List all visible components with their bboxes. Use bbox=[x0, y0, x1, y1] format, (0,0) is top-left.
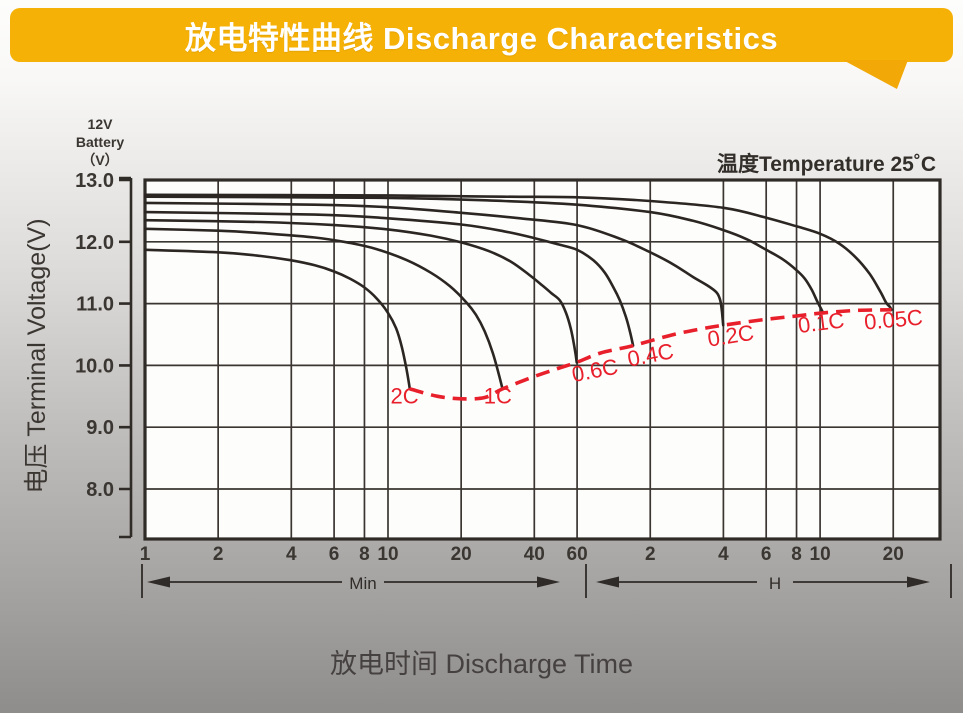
battery-unit-line2: Battery bbox=[75, 134, 125, 150]
discharge-curve-0.6C bbox=[143, 218, 578, 364]
y-axis-bracket bbox=[119, 176, 133, 539]
min-section-label: Min bbox=[349, 574, 376, 593]
h-section-label: H bbox=[769, 574, 781, 593]
y-tick-label: 11.0 bbox=[76, 294, 114, 316]
x-tick-labels: 1 2 4 6 8 10 20 40 60 2 4 6 8 10 20 bbox=[140, 544, 904, 565]
cutoff-voltage-line bbox=[409, 308, 892, 401]
x-tick-label: 60 bbox=[567, 544, 588, 565]
page-title: 放电特性曲线 Discharge Characteristics bbox=[184, 20, 779, 56]
y-tick-label: 13.0 bbox=[75, 170, 114, 192]
x-tick-label: 1 bbox=[140, 544, 151, 565]
x-tick-label: 20 bbox=[451, 544, 472, 565]
x-tick-label: 6 bbox=[761, 544, 772, 565]
y-tick-labels: 13.0 12.0 11.0 10.0 9.0 8.0 bbox=[75, 170, 114, 501]
discharge-curve-0.2C bbox=[143, 201, 725, 327]
h-arrow-left-head bbox=[596, 576, 619, 588]
x-tick-label: 10 bbox=[377, 544, 398, 565]
y-tick-label: 9.0 bbox=[86, 417, 114, 439]
battery-unit-label: 12V Battery （V） bbox=[55, 115, 145, 169]
temperature-annotation: 温度Temperature 25˚C bbox=[717, 152, 936, 176]
title-banner: 放电特性曲线 Discharge Characteristics bbox=[10, 8, 953, 62]
x-tick-label: 8 bbox=[791, 544, 802, 565]
min-arrow-right-head bbox=[537, 576, 560, 588]
discharge-curve-1C bbox=[143, 227, 504, 391]
battery-unit-line1: 12V bbox=[87, 116, 113, 132]
x-tick-label: 8 bbox=[359, 544, 370, 565]
time-unit-arrows bbox=[141, 564, 952, 598]
discharge-curve-0.05C bbox=[143, 193, 893, 312]
curve-label-2C: 2C bbox=[391, 384, 419, 409]
h-arrow-right-head bbox=[907, 576, 930, 588]
y-tick-label: 8.0 bbox=[86, 479, 114, 501]
x-tick-label: 6 bbox=[329, 544, 340, 565]
discharge-curve-0.4C bbox=[143, 210, 635, 347]
discharge-curves bbox=[143, 193, 893, 391]
battery-unit-line3: （V） bbox=[81, 152, 119, 168]
x-axis-title: 放电时间 Discharge Time bbox=[329, 649, 634, 679]
x-tick-label: 4 bbox=[286, 544, 297, 565]
min-arrow-left-head bbox=[147, 576, 170, 588]
x-tick-label: 10 bbox=[810, 544, 831, 565]
x-tick-label: 2 bbox=[213, 544, 224, 565]
x-tick-label: 2 bbox=[645, 544, 656, 565]
y-tick-label: 12.0 bbox=[75, 232, 114, 254]
curve-label-1C: 1C bbox=[484, 384, 512, 409]
y-tick-label: 10.0 bbox=[75, 355, 114, 377]
discharge-cutoff-line bbox=[409, 308, 892, 401]
curve-label-0.05C: 0.05C bbox=[863, 305, 924, 335]
x-tick-label: 4 bbox=[718, 544, 729, 565]
c-rate-labels: 2C 1C0.6C 0.4C0.2C 0.1C 0.05C bbox=[391, 305, 924, 409]
discharge-curve-2C bbox=[143, 248, 412, 391]
x-tick-label: 20 bbox=[883, 544, 904, 565]
y-axis-bracket-path bbox=[119, 176, 133, 539]
plot-frame bbox=[143, 178, 942, 541]
curve-label-0.1C: 0.1C bbox=[797, 307, 846, 337]
x-tick-label: 40 bbox=[524, 544, 545, 565]
discharge-curve-0.1C bbox=[143, 195, 825, 315]
